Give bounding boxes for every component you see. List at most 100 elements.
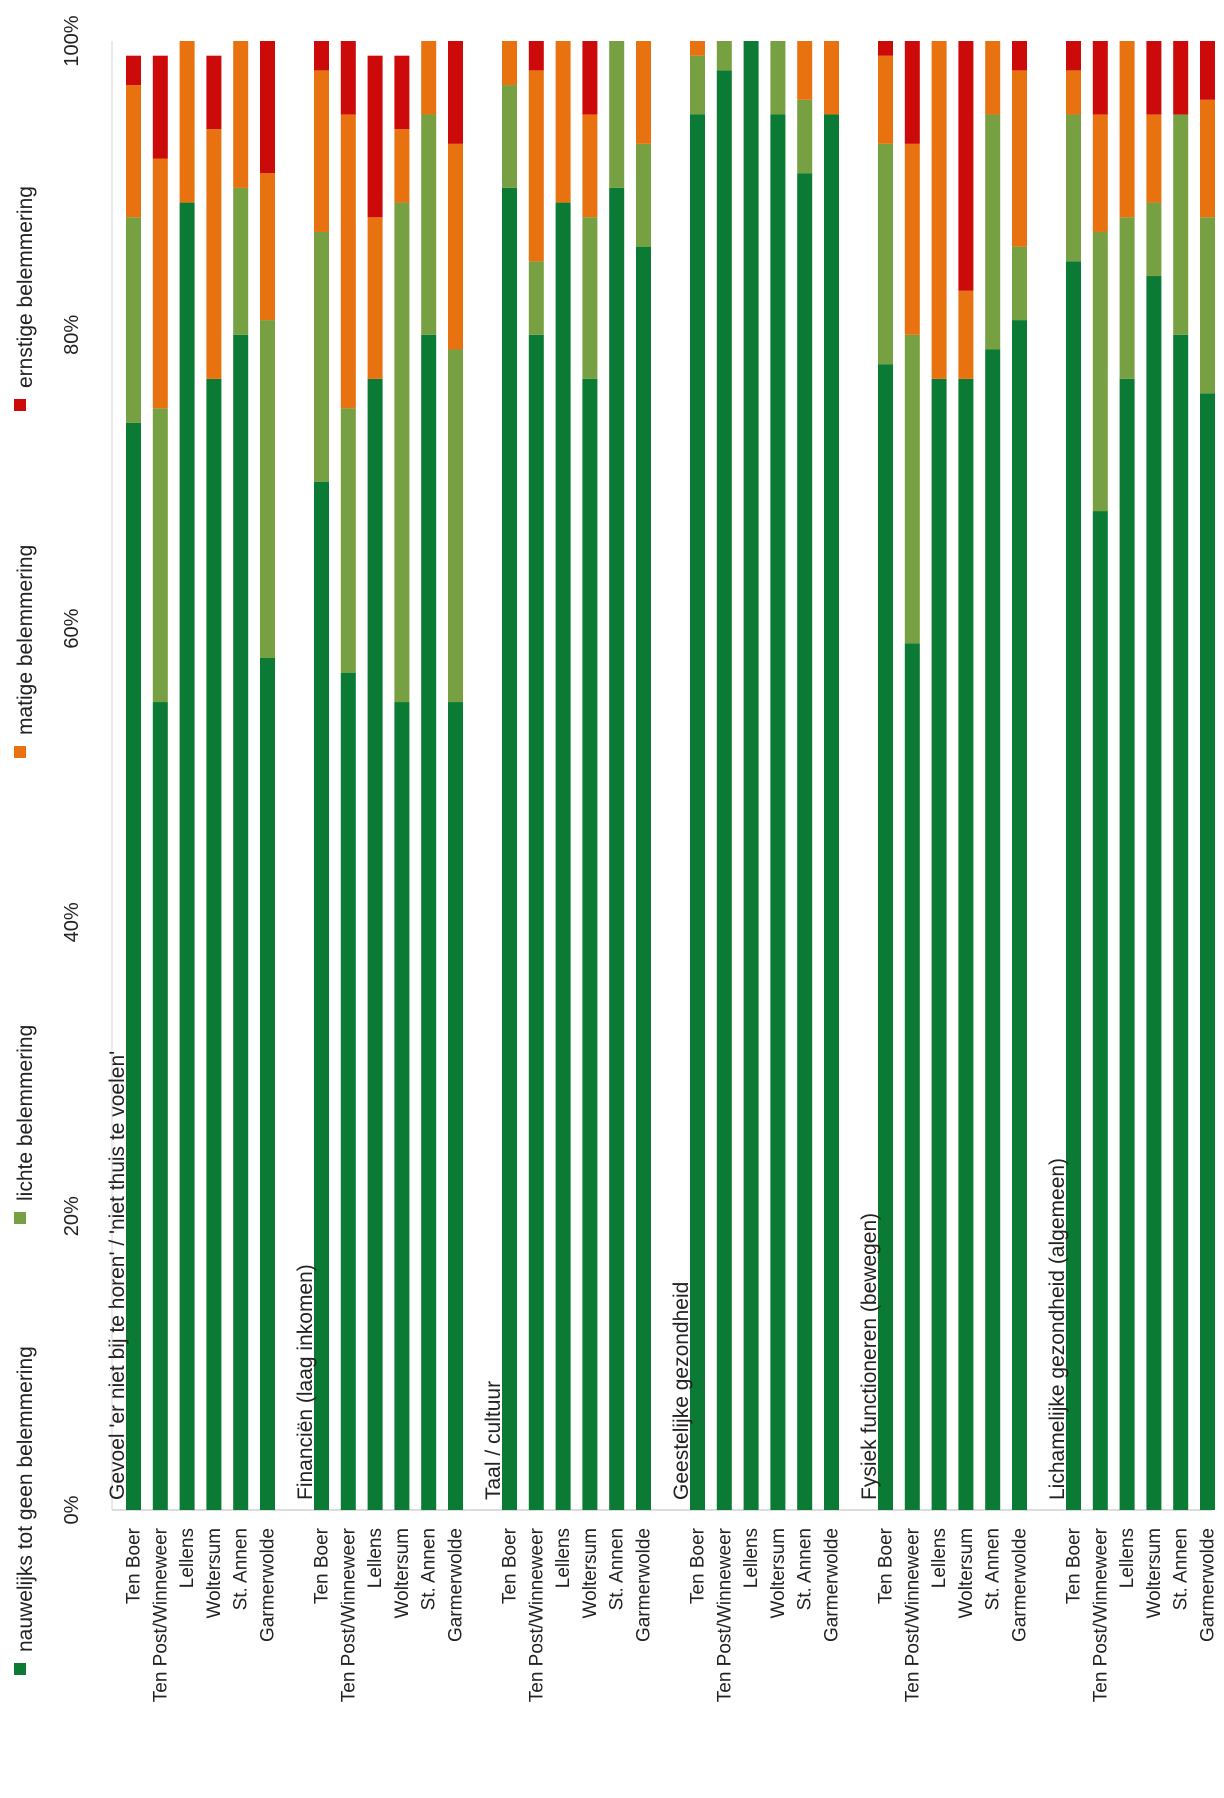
bar-segment	[152, 408, 168, 703]
bar-segment	[878, 41, 893, 56]
bar-segment	[502, 187, 517, 1510]
group-label: Geestelijke gezondheid	[670, 1282, 693, 1500]
bar-segment	[1173, 41, 1189, 115]
bar-segment	[636, 246, 651, 1510]
category-label: Ten Post/Winneweer	[150, 1527, 171, 1702]
value-tick-label: 0%	[61, 1495, 83, 1524]
legend-swatch	[14, 399, 26, 411]
bar-segment	[609, 187, 625, 1510]
bar-segment	[958, 290, 974, 379]
category-label: Woltersum	[956, 1528, 977, 1618]
bar-segment	[582, 378, 598, 1510]
category-label: Garmerwolde	[258, 1528, 279, 1642]
bar-segment	[1066, 70, 1081, 115]
bar-segment	[582, 41, 598, 115]
bar-segment	[528, 334, 544, 1510]
bar-segment	[421, 41, 437, 115]
value-tick-label: 80%	[61, 315, 83, 355]
bar-segment	[314, 41, 329, 71]
bar-segment	[260, 320, 275, 658]
bar-segment	[233, 187, 249, 335]
bar-segment	[690, 41, 705, 56]
group-label: Lichamelijke gezondheid (algemeen)	[1046, 1158, 1069, 1500]
bar-group: Ten Boer Ten Post/Winneweer Lellens Wolters…	[106, 41, 279, 1702]
category-label: Ten Post/Winneweer	[714, 1527, 735, 1702]
category-label: Woltersum	[1144, 1528, 1165, 1618]
bar-segment	[206, 129, 222, 379]
bar-segment	[1200, 217, 1215, 394]
bar-segment	[340, 41, 356, 115]
legend-swatch	[14, 1663, 26, 1675]
bar-segment	[367, 378, 383, 1510]
legend-label: ernstige belemmering	[14, 186, 37, 388]
bar-segment	[367, 217, 383, 379]
category-label: Ten Boer	[1064, 1527, 1085, 1604]
bar-segment	[340, 408, 356, 673]
bar-segment	[314, 70, 329, 232]
group-label: Taal / cultuur	[482, 1381, 505, 1500]
bar-segment	[555, 41, 571, 203]
bar-segment	[394, 702, 410, 1510]
category-label: Garmerwolde	[1010, 1528, 1031, 1642]
bar-segment	[904, 643, 920, 1510]
bar-segment	[394, 129, 410, 203]
bar-segment	[1066, 41, 1081, 71]
legend-swatch	[14, 1212, 26, 1224]
bar-segment	[233, 334, 249, 1510]
bar-segment	[1066, 114, 1081, 262]
category-label: Woltersum	[204, 1528, 225, 1618]
bar-segment	[1092, 41, 1108, 115]
bar-segment	[394, 202, 410, 703]
bar-segment	[206, 55, 222, 130]
bar-segment	[126, 85, 141, 218]
bar-segment	[152, 702, 168, 1510]
bar-segment	[260, 657, 275, 1510]
bar-segment	[206, 378, 222, 1510]
category-label: Ten Boer	[124, 1527, 145, 1604]
bar-segment	[126, 55, 141, 86]
bar-group: Ten Boer Ten Post/Winneweer Lellens Wolters…	[482, 41, 655, 1702]
bar-segment	[931, 378, 947, 1510]
bar-segment	[1146, 202, 1162, 277]
bar-segment	[152, 55, 168, 159]
category-label: Woltersum	[768, 1528, 789, 1618]
bar-segment	[394, 55, 410, 130]
bar-segment	[690, 55, 705, 115]
bar-segment	[126, 422, 141, 1511]
bar-segment	[824, 114, 839, 1511]
bar-segment	[1119, 217, 1135, 379]
bar-segment	[985, 349, 1001, 1510]
bar-segment	[878, 143, 893, 365]
category-label: Ten Boer	[500, 1527, 521, 1604]
value-tick-label: 60%	[61, 608, 83, 648]
bar-segment	[528, 41, 544, 71]
bar-segment	[314, 481, 329, 1511]
bar-segment	[636, 41, 651, 144]
bar-segment	[716, 70, 732, 1510]
bar-segment	[1200, 393, 1215, 1510]
bar-segment	[1146, 276, 1162, 1510]
group-label: Fysiek functioneren (bewegen)	[858, 1213, 881, 1500]
bar-segment	[421, 334, 437, 1510]
bar-group: Ten Boer Ten Post/Winneweer Lellens Wolters…	[1046, 41, 1219, 1702]
group-label: Financiën (laag inkomen)	[294, 1264, 317, 1500]
bar-segment	[824, 41, 839, 115]
category-label: Garmerwolde	[1198, 1528, 1219, 1642]
bar-segment	[421, 114, 437, 335]
bar-group: Ten Boer Ten Post/Winneweer Lellens Wolters…	[858, 41, 1031, 1702]
category-label: St. Annen	[983, 1528, 1004, 1610]
bar-segment	[1173, 334, 1189, 1510]
bar-segment	[1200, 41, 1215, 100]
legend-item: ernstige belemmering	[14, 186, 37, 411]
bar-segment	[985, 114, 1001, 350]
bar-segment	[878, 55, 893, 144]
bar-group: Ten Boer Ten Post/Winneweer Lellens Wolters…	[670, 41, 843, 1702]
value-tick-label: 40%	[61, 902, 83, 942]
bar-segment	[904, 334, 920, 644]
bar-segment	[797, 173, 813, 1511]
bar-segment	[502, 85, 517, 188]
category-label: Ten Post/Winneweer	[1090, 1527, 1111, 1702]
bar-segment	[1146, 114, 1162, 203]
bar-segment	[1119, 378, 1135, 1510]
